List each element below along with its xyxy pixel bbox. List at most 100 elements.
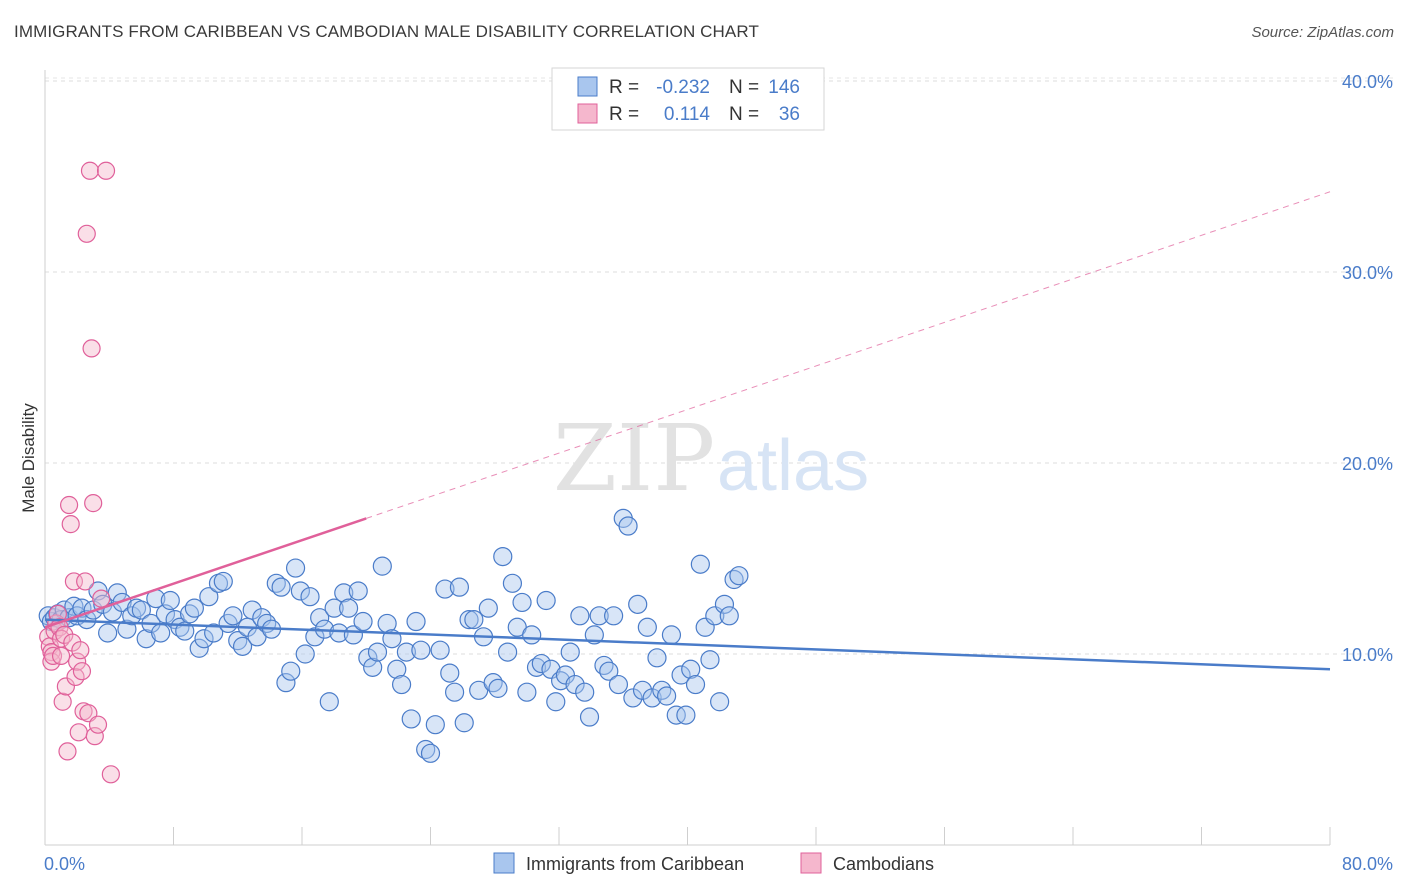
legend-r-label-cambodians: R =	[609, 104, 639, 125]
data-point	[449, 577, 470, 597]
data-point	[53, 692, 72, 711]
data-point	[295, 644, 315, 664]
data-point	[411, 640, 431, 660]
data-point	[160, 590, 180, 611]
data-point	[618, 516, 638, 536]
data-point	[151, 623, 171, 643]
y-tick-label: 10.0%	[1342, 645, 1393, 665]
data-point	[98, 623, 118, 643]
data-point	[271, 577, 291, 597]
y-tick-label: 30.0%	[1342, 263, 1393, 283]
gridlines	[45, 77, 1393, 655]
data-point	[305, 627, 325, 647]
data-point	[498, 642, 518, 662]
x-axis-ticks	[44, 827, 1331, 845]
data-point	[77, 224, 96, 243]
data-point	[560, 642, 580, 662]
data-point	[459, 610, 479, 630]
data-point	[348, 581, 368, 601]
data-point	[444, 682, 465, 702]
data-point	[353, 611, 373, 632]
data-point	[300, 587, 320, 607]
data-point	[632, 680, 653, 700]
series-legend-swatch-caribbean	[493, 852, 515, 874]
data-point	[666, 705, 686, 725]
legend-r-value-cambodians: 0.114	[664, 104, 711, 125]
data-point	[372, 556, 392, 576]
data-point	[204, 623, 224, 643]
data-point	[387, 659, 407, 679]
series-legend-swatch-cambodians	[800, 852, 822, 874]
series-legend-label-cambodians: Cambodians	[833, 854, 934, 874]
y-axis-title: Male Disability	[19, 403, 38, 513]
data-point	[310, 608, 330, 628]
data-point	[324, 598, 344, 618]
data-point	[401, 709, 421, 729]
data-point	[242, 600, 262, 620]
y-tick-labels: 10.0% 20.0% 30.0% 40.0%	[1342, 72, 1393, 665]
data-point	[82, 339, 101, 358]
data-point	[84, 494, 103, 513]
data-point	[599, 661, 619, 681]
data-point	[59, 495, 79, 515]
series-cambodians-points	[39, 161, 120, 784]
legend-r-label-caribbean: R =	[609, 77, 639, 98]
x-tick-label-min: 0.0%	[44, 854, 85, 874]
data-point	[85, 727, 104, 746]
watermark-atlas: atlas	[717, 426, 869, 506]
data-point	[700, 650, 720, 670]
source-credit: Source: ZipAtlas.com	[1251, 24, 1394, 41]
legend-n-value-caribbean: 146	[768, 77, 800, 98]
data-point	[685, 674, 706, 695]
data-point	[101, 765, 120, 784]
data-point	[281, 661, 301, 681]
y-tick-label: 40.0%	[1342, 72, 1393, 92]
data-point	[565, 674, 585, 695]
data-point	[184, 598, 204, 618]
legend-n-label-cambodians: N =	[729, 104, 759, 125]
data-point	[647, 648, 667, 668]
data-point	[329, 623, 349, 643]
watermark: ZIP atlas	[553, 405, 869, 512]
stats-legend: R = -0.232 N = 146 R = 0.114 N = 36	[551, 67, 825, 131]
data-point	[729, 566, 749, 586]
data-point	[72, 662, 92, 681]
data-point	[661, 625, 682, 645]
data-point	[213, 571, 233, 592]
data-point	[628, 594, 648, 614]
data-point	[522, 625, 542, 645]
legend-swatch-cambodians	[577, 103, 598, 124]
data-point	[189, 638, 209, 658]
data-point	[136, 629, 156, 649]
data-point	[642, 688, 662, 708]
data-point	[671, 665, 691, 685]
legend-n-value-cambodians: 36	[779, 104, 800, 125]
x-tick-label-max: 80.0%	[1342, 854, 1393, 874]
series-legend: Immigrants from Caribbean Cambodians	[493, 852, 934, 874]
data-point	[56, 677, 75, 696]
data-point	[604, 606, 624, 626]
data-point	[589, 606, 609, 626]
data-point	[608, 674, 629, 695]
data-point	[338, 598, 359, 618]
data-point	[367, 642, 388, 662]
data-point	[391, 674, 412, 695]
data-point	[440, 663, 460, 683]
data-point	[51, 646, 71, 666]
data-point	[512, 592, 532, 613]
data-point	[570, 606, 590, 626]
data-point	[131, 600, 151, 620]
data-point	[546, 692, 566, 712]
series-caribbean-points	[38, 508, 749, 763]
data-point	[681, 659, 701, 679]
data-point	[232, 636, 253, 656]
data-point	[61, 515, 80, 534]
data-point	[96, 161, 116, 180]
data-point	[676, 705, 696, 725]
data-point	[637, 617, 657, 637]
data-point	[478, 598, 498, 618]
data-point	[579, 707, 600, 727]
data-point	[710, 692, 730, 712]
data-point	[536, 590, 556, 611]
data-point	[430, 640, 450, 660]
